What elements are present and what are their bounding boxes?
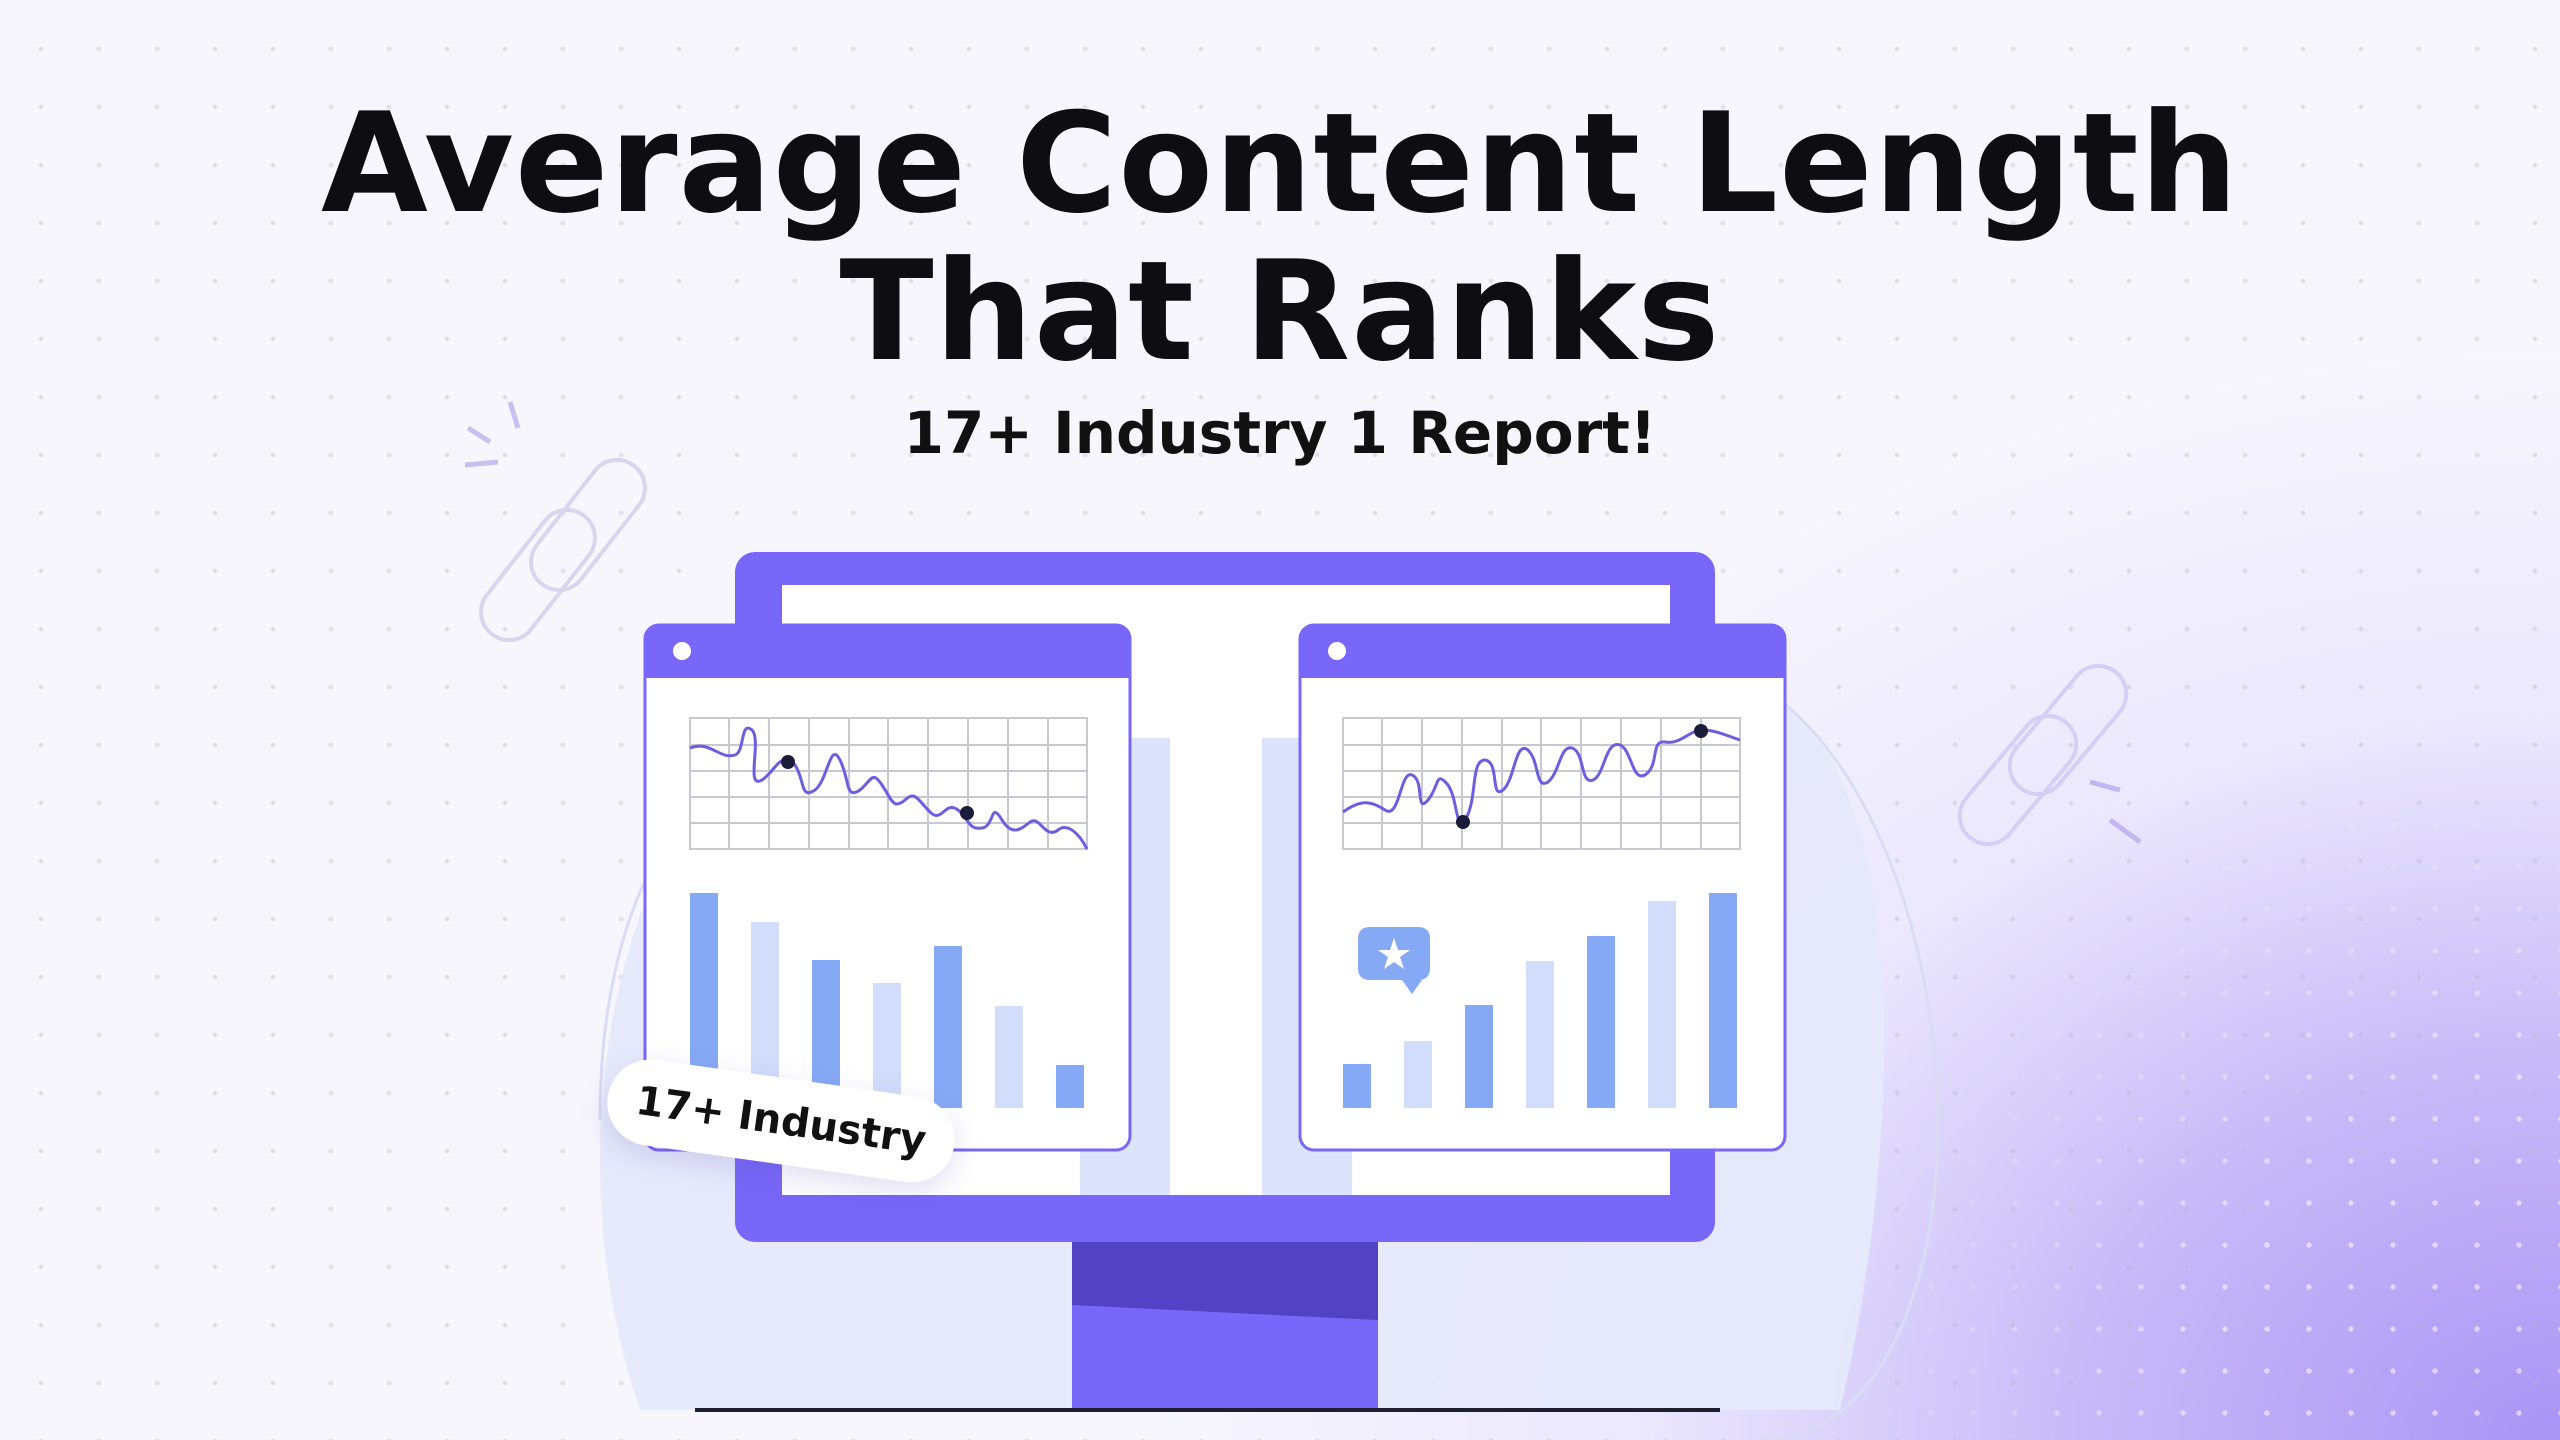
title-line-2: That Ranks bbox=[839, 231, 1721, 392]
left-window bbox=[643, 623, 1132, 1152]
star-comment-icon bbox=[1358, 927, 1430, 994]
chain-link-icon bbox=[464, 401, 647, 643]
monitor-stand bbox=[695, 1240, 1720, 1412]
left-bar-chart bbox=[690, 893, 1084, 1108]
title-line-1: Average Content Length bbox=[321, 83, 2239, 244]
right-window bbox=[1298, 623, 1787, 1152]
page-subtitle: 17+ Industry 1 Report! bbox=[903, 399, 1657, 467]
left-line-chart bbox=[689, 726, 1089, 850]
page-title: Average Content Length That Ranks bbox=[0, 90, 2560, 386]
right-line-chart bbox=[1342, 728, 1741, 824]
chain-link-icon bbox=[1957, 663, 2142, 847]
right-bar-chart bbox=[1343, 893, 1737, 1108]
